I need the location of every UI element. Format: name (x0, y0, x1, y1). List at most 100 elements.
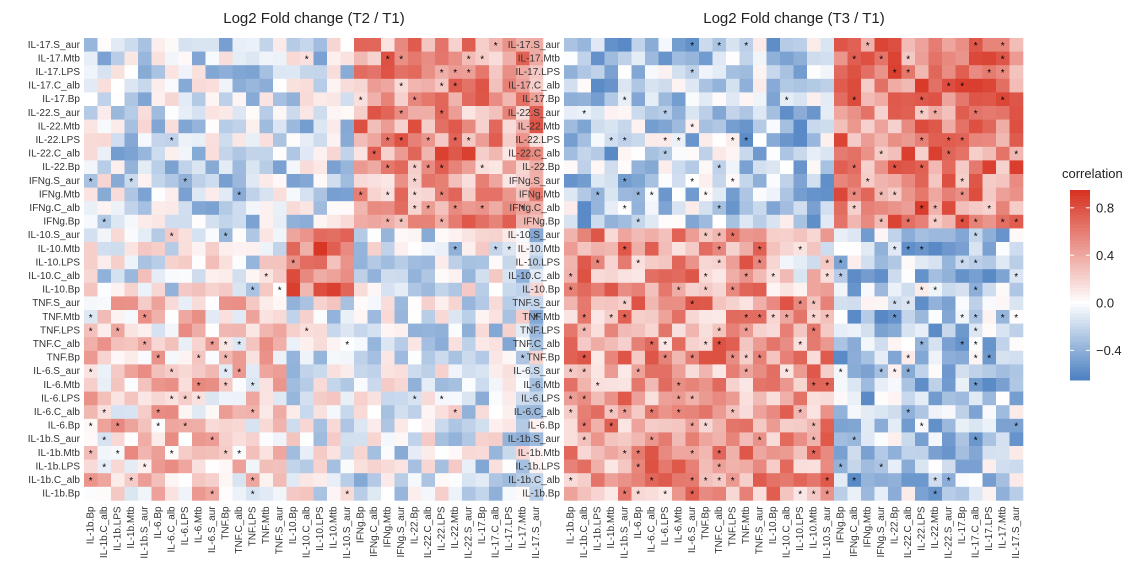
heatmap-cell (699, 405, 713, 420)
heatmap-cell (699, 269, 713, 284)
significance-star: * (609, 422, 613, 433)
significance-star: * (569, 286, 573, 297)
heatmap-cell (138, 65, 152, 80)
heatmap-cell (685, 432, 700, 447)
heatmap-cell (807, 282, 821, 297)
heatmap-cell (327, 405, 341, 420)
heatmap-cell (685, 364, 700, 379)
significance-star: * (690, 299, 694, 310)
heatmap-cell (300, 160, 314, 175)
heatmap-cell (996, 323, 1010, 338)
significance-star: * (386, 163, 390, 174)
heatmap-cell (739, 486, 754, 501)
significance-star: * (974, 109, 978, 120)
heatmap-cell (807, 228, 821, 243)
heatmap-cell (901, 65, 916, 80)
heatmap-cell (712, 146, 727, 161)
heatmap-cell (928, 146, 943, 161)
heatmap-cell (313, 133, 328, 148)
heatmap-cell (780, 65, 794, 80)
row-label: TNF.S_aur (512, 298, 560, 309)
heatmap-cell (97, 214, 112, 229)
heatmap-cell (739, 459, 754, 474)
heatmap-cell (807, 242, 821, 256)
heatmap-cell (793, 51, 808, 66)
heatmap-cell (591, 133, 605, 148)
heatmap-cell (394, 92, 409, 107)
heatmap-cell (448, 378, 463, 392)
heatmap-cell (631, 214, 646, 229)
heatmap-cell (232, 133, 247, 148)
heatmap-cell (604, 378, 619, 392)
heatmap-cell (300, 473, 314, 488)
row-label: IL-17.Mtb (38, 53, 81, 64)
significance-star: * (569, 394, 573, 405)
heatmap-cell (834, 459, 848, 474)
heatmap-cell (820, 391, 835, 406)
heatmap-cell (780, 106, 794, 120)
heatmap-cell (672, 201, 686, 216)
heatmap-cell (969, 432, 983, 447)
heatmap-cell (658, 65, 673, 80)
heatmap-cell (982, 174, 997, 188)
heatmap-cell (408, 242, 422, 256)
heatmap-cell (820, 160, 835, 175)
heatmap-cell (354, 133, 368, 148)
heatmap-cell (408, 323, 422, 338)
heatmap-cell (286, 160, 301, 175)
row-label: IFNg.C_alb (29, 203, 80, 214)
heatmap-cell (834, 282, 848, 297)
heatmap-cell (577, 364, 592, 379)
heatmap-cell (928, 65, 943, 80)
heatmap-cell (394, 228, 409, 243)
heatmap-cell (273, 106, 287, 120)
heatmap-cell (124, 391, 139, 406)
heatmap-cell (780, 432, 794, 447)
significance-star: * (920, 163, 924, 174)
heatmap-cell (928, 51, 943, 66)
significance-star: * (933, 476, 937, 487)
row-label: TNF.C_alb (33, 339, 81, 350)
heatmap-cell (489, 337, 503, 352)
heatmap-cell (313, 187, 328, 202)
heatmap-cell (381, 378, 395, 392)
heatmap-cell (435, 282, 449, 297)
heatmap-cell (138, 146, 152, 161)
heatmap-cell (874, 255, 889, 270)
heatmap-cell (232, 106, 247, 120)
heatmap-cell (192, 106, 206, 120)
heatmap-cell (502, 65, 517, 80)
column-label: IL-22.Mtb (930, 506, 941, 549)
heatmap-cell (138, 296, 152, 311)
significance-star: * (906, 68, 910, 79)
heatmap-cell (367, 38, 382, 52)
colorbar-segment (1070, 231, 1090, 235)
heatmap-cell (286, 473, 301, 488)
heatmap-cell (97, 146, 112, 161)
heatmap-cell (516, 337, 530, 352)
significance-star: * (359, 95, 363, 106)
significance-star: * (386, 218, 390, 229)
heatmap-cell (901, 405, 916, 420)
heatmap-cell (475, 133, 490, 148)
row-label: IL-1b.Mtb (518, 448, 561, 459)
heatmap-cell (685, 391, 700, 406)
heatmap-cell (489, 405, 503, 420)
heatmap-cell (699, 432, 713, 447)
heatmap-cell (955, 296, 970, 311)
heatmap-cell (969, 350, 983, 365)
heatmap-cell (97, 310, 112, 324)
heatmap-cell (577, 391, 592, 406)
heatmap-cell (273, 255, 287, 270)
column-label: IFNg.C_alb (369, 506, 380, 557)
heatmap-cell (313, 459, 328, 474)
heatmap-cell (793, 378, 808, 392)
heatmap-cell (246, 418, 260, 433)
heatmap-cell (448, 323, 463, 338)
heatmap-cell (354, 255, 368, 270)
heatmap-cell (97, 65, 112, 80)
heatmap-cell (475, 119, 490, 134)
heatmap-cell (861, 473, 875, 488)
heatmap-cell (645, 160, 659, 175)
heatmap-cell (915, 78, 929, 93)
